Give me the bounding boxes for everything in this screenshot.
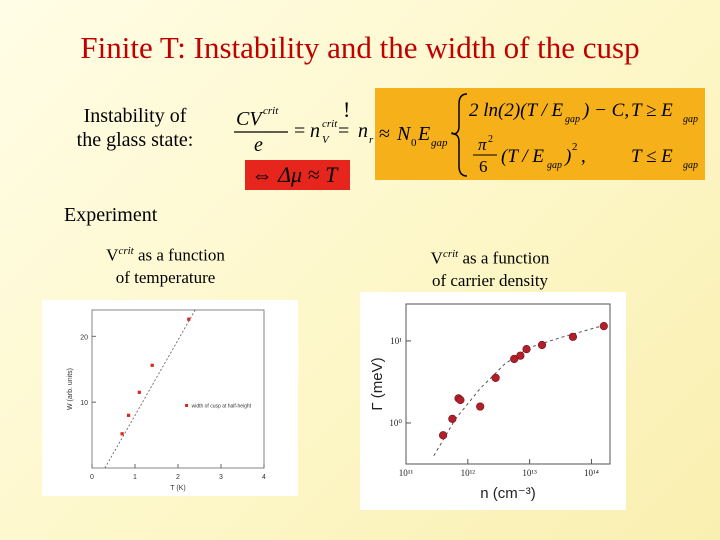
case1-cond: T ≥ E <box>631 100 673 121</box>
equation-box-svg: ≈ N 0 E gap · 2 ln(2)(T / E gap ) − C, T… <box>379 93 698 177</box>
right-caption: Vcrit as a function of carrier density <box>415 243 565 292</box>
data-point <box>438 431 448 440</box>
left-caption-line2: of temperature <box>115 267 216 287</box>
y-tick-label: 10¹ <box>390 336 402 346</box>
case2-den: 6 <box>479 157 488 176</box>
x-tick-label: 4 <box>262 474 266 481</box>
case2-expr: (T / E <box>501 146 544 167</box>
slide-title: Finite T: Instability and the width of t… <box>80 30 640 65</box>
egap: E <box>417 123 430 145</box>
fit-curve <box>433 324 608 457</box>
x-tick-label: 10¹⁴ <box>584 468 599 478</box>
equation-lhs: CV crit e = n crit V ! = n r <box>230 95 375 160</box>
data-point <box>126 413 131 417</box>
y-tick-label: 10⁰ <box>389 418 402 428</box>
eq2-sign: = <box>338 120 349 142</box>
density-chart: 10¹¹ 10¹² 10¹³ 10¹⁴ 10⁰ 10¹ n (cm⁻³) Γ (meV) <box>369 303 611 502</box>
plot-frame <box>91 309 265 469</box>
right-caption-line2: of carrier density <box>431 270 549 290</box>
case1-tail: ) − C, <box>582 100 629 121</box>
left-caption-sup: crit <box>118 245 134 257</box>
case1-sub: gap <box>565 114 580 125</box>
fit-line <box>104 309 196 469</box>
instability-label-line2: the glass state: <box>76 129 194 151</box>
x-tick-label: 0 <box>90 474 94 481</box>
left-brace <box>452 93 468 177</box>
right-caption-v: V <box>430 248 443 268</box>
equation-box: ≈ N 0 E gap · 2 ln(2)(T / E gap ) − C, T… <box>375 88 705 180</box>
eq1-sign: = <box>294 120 305 142</box>
data-point <box>476 402 485 411</box>
n-r: n <box>358 120 368 142</box>
n-v-sup: crit <box>322 118 338 130</box>
case2-cond-sub: gap <box>683 160 698 171</box>
legend-label: width of cusp at half-height <box>192 403 252 409</box>
plot-frame <box>405 303 611 465</box>
case2-num: π <box>478 135 487 154</box>
case1-cond-sub: gap <box>683 114 698 125</box>
data-point <box>599 322 608 331</box>
bang: ! <box>343 97 350 122</box>
x-tick-label: 10¹² <box>461 468 476 478</box>
case2-cond: T ≤ E <box>631 146 673 167</box>
x-tick-label: 10¹³ <box>522 468 537 478</box>
legend-marker <box>185 403 189 407</box>
x-axis-label: n (cm⁻³) <box>480 485 535 502</box>
egap-sub: gap <box>431 137 448 149</box>
n-v: n <box>310 120 320 142</box>
implication-text: ⇔ Δμ ≈ T <box>251 162 338 187</box>
data-point <box>491 373 500 382</box>
instability-label: Instability of the glass state: <box>60 104 210 152</box>
x-tick-label: 2 <box>176 474 180 481</box>
n-v-sub: V <box>322 134 330 146</box>
dot: · <box>449 123 456 145</box>
y-axis-label: Γ (meV) <box>369 357 386 410</box>
left-caption-v: V <box>106 245 119 265</box>
data-point <box>120 432 124 436</box>
n0-sub: 0 <box>411 137 417 149</box>
y-tick-label: 20 <box>80 334 88 341</box>
n-r-sub: r <box>369 134 374 146</box>
left-caption-line1: as a function <box>133 245 225 265</box>
data-point <box>456 395 465 405</box>
case2-tail: ) <box>564 146 571 167</box>
left-plot-card: 0 1 2 3 4 10 20 T (K) W (arb. units) width of cus… <box>42 300 298 496</box>
instability-label-line1: Instability of <box>83 105 187 127</box>
case2-sub: gap <box>547 160 562 171</box>
right-caption-line1: as a function <box>458 248 550 268</box>
case1-expr: 2 ln(2)(T / E <box>469 100 564 121</box>
implication-box: ⇔ Δμ ≈ T <box>245 160 350 190</box>
experiment-label: Experiment <box>64 204 158 226</box>
x-axis-label: T (K) <box>170 485 185 492</box>
lhs-denominator: e <box>254 134 263 156</box>
lhs-sup: crit <box>263 105 279 117</box>
x-tick-label: 10¹¹ <box>399 468 414 478</box>
y-axis-label: W (arb. units) <box>67 368 74 410</box>
data-point <box>568 332 578 341</box>
x-tick-label: 1 <box>133 474 137 481</box>
data-point <box>516 351 525 360</box>
data-point <box>448 414 457 423</box>
data-point <box>187 317 191 321</box>
n0: N <box>396 123 412 145</box>
case2-num-sup: 2 <box>488 134 493 145</box>
left-caption: Vcrit as a function of temperature <box>93 240 238 289</box>
equation-lhs-svg: CV crit e = n crit V ! = n r <box>234 97 374 156</box>
lhs-numerator: CV <box>236 108 264 130</box>
data-point <box>137 390 141 394</box>
x-tick-label: 3 <box>219 474 223 481</box>
case2-comma: , <box>581 146 586 167</box>
right-caption-sup: crit <box>442 248 459 260</box>
y-tick-label: 10 <box>80 400 88 407</box>
data-point <box>150 363 154 367</box>
data-point <box>537 340 547 350</box>
temperature-chart: 0 1 2 3 4 10 20 T (K) W (arb. units) width of cus… <box>67 309 266 492</box>
approx-sign: ≈ <box>379 123 390 145</box>
case2-sup: 2 <box>572 141 578 153</box>
right-plot-card: 10¹¹ 10¹² 10¹³ 10¹⁴ 10⁰ 10¹ n (cm⁻³) Γ (meV) <box>360 292 626 510</box>
data-point <box>522 345 531 354</box>
